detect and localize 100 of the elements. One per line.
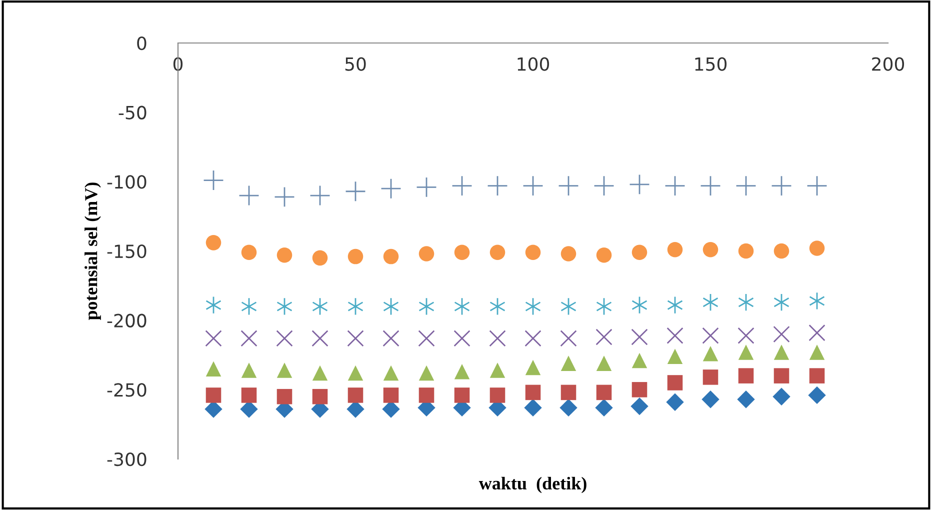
point — [772, 388, 790, 406]
point — [596, 297, 612, 316]
point — [206, 235, 222, 250]
point — [348, 297, 364, 316]
point — [809, 240, 825, 256]
point — [383, 248, 399, 264]
point — [524, 398, 542, 417]
x-tick-label: 50 — [345, 57, 366, 71]
point — [667, 296, 683, 314]
y-tick-label: -50 — [118, 106, 146, 120]
y-tick-label: -300 — [107, 452, 146, 466]
point — [383, 297, 399, 316]
point — [276, 330, 293, 347]
point — [241, 362, 257, 378]
y-tick-label: -100 — [107, 175, 146, 189]
point — [664, 175, 686, 196]
point — [418, 365, 434, 381]
point — [806, 175, 828, 196]
point — [274, 186, 295, 208]
point — [632, 244, 648, 260]
point — [489, 330, 506, 347]
point — [560, 246, 576, 262]
point — [632, 296, 648, 314]
point — [380, 178, 402, 200]
y-tick-label: -200 — [107, 314, 146, 328]
point — [490, 297, 506, 316]
point — [771, 175, 792, 196]
point — [525, 297, 541, 316]
point — [738, 368, 754, 384]
point — [312, 365, 328, 381]
point — [632, 382, 648, 398]
point — [596, 328, 612, 346]
point — [666, 327, 684, 344]
point — [595, 398, 613, 417]
point — [629, 174, 650, 195]
point — [702, 327, 719, 344]
point — [241, 244, 257, 260]
point — [276, 248, 292, 263]
point — [702, 293, 718, 312]
point — [310, 185, 330, 206]
point — [276, 297, 292, 316]
point — [383, 388, 399, 403]
point — [630, 397, 648, 416]
point — [312, 330, 328, 347]
point — [525, 384, 541, 400]
point — [702, 390, 720, 408]
point — [383, 365, 399, 381]
point — [702, 370, 718, 385]
point — [416, 176, 437, 198]
point — [809, 292, 825, 310]
point — [525, 360, 541, 376]
point — [205, 330, 222, 347]
point — [774, 243, 790, 259]
point — [490, 388, 506, 403]
point — [667, 375, 683, 390]
point — [418, 297, 434, 316]
point — [808, 324, 826, 342]
point — [737, 390, 755, 408]
point — [702, 242, 718, 258]
point — [206, 361, 222, 377]
point — [206, 388, 222, 403]
point — [312, 250, 328, 266]
point — [560, 384, 576, 400]
point — [241, 388, 257, 403]
point — [666, 393, 684, 411]
point — [418, 388, 434, 403]
point — [702, 346, 718, 362]
point — [490, 362, 506, 378]
point — [774, 368, 790, 384]
point — [667, 242, 683, 258]
point — [382, 330, 400, 347]
point — [238, 185, 260, 206]
y-tick-label: -250 — [107, 383, 146, 397]
point — [596, 384, 612, 400]
point — [738, 243, 754, 259]
y-tick-label: 0 — [137, 36, 146, 50]
point — [632, 352, 648, 368]
point — [347, 330, 364, 347]
point — [560, 330, 577, 347]
point — [738, 344, 754, 360]
point — [490, 244, 506, 260]
point — [808, 386, 826, 404]
point — [736, 175, 756, 196]
point — [700, 175, 721, 196]
point — [667, 348, 683, 364]
point — [203, 170, 224, 191]
point — [312, 388, 328, 404]
point — [809, 368, 825, 384]
point — [774, 293, 790, 312]
point — [558, 175, 579, 196]
point — [345, 180, 366, 202]
point — [560, 356, 576, 371]
point — [773, 326, 790, 343]
point — [276, 362, 292, 378]
point — [525, 244, 541, 260]
point — [738, 293, 754, 312]
point — [524, 330, 542, 347]
point — [454, 297, 470, 316]
point — [348, 248, 364, 264]
point — [454, 388, 470, 403]
